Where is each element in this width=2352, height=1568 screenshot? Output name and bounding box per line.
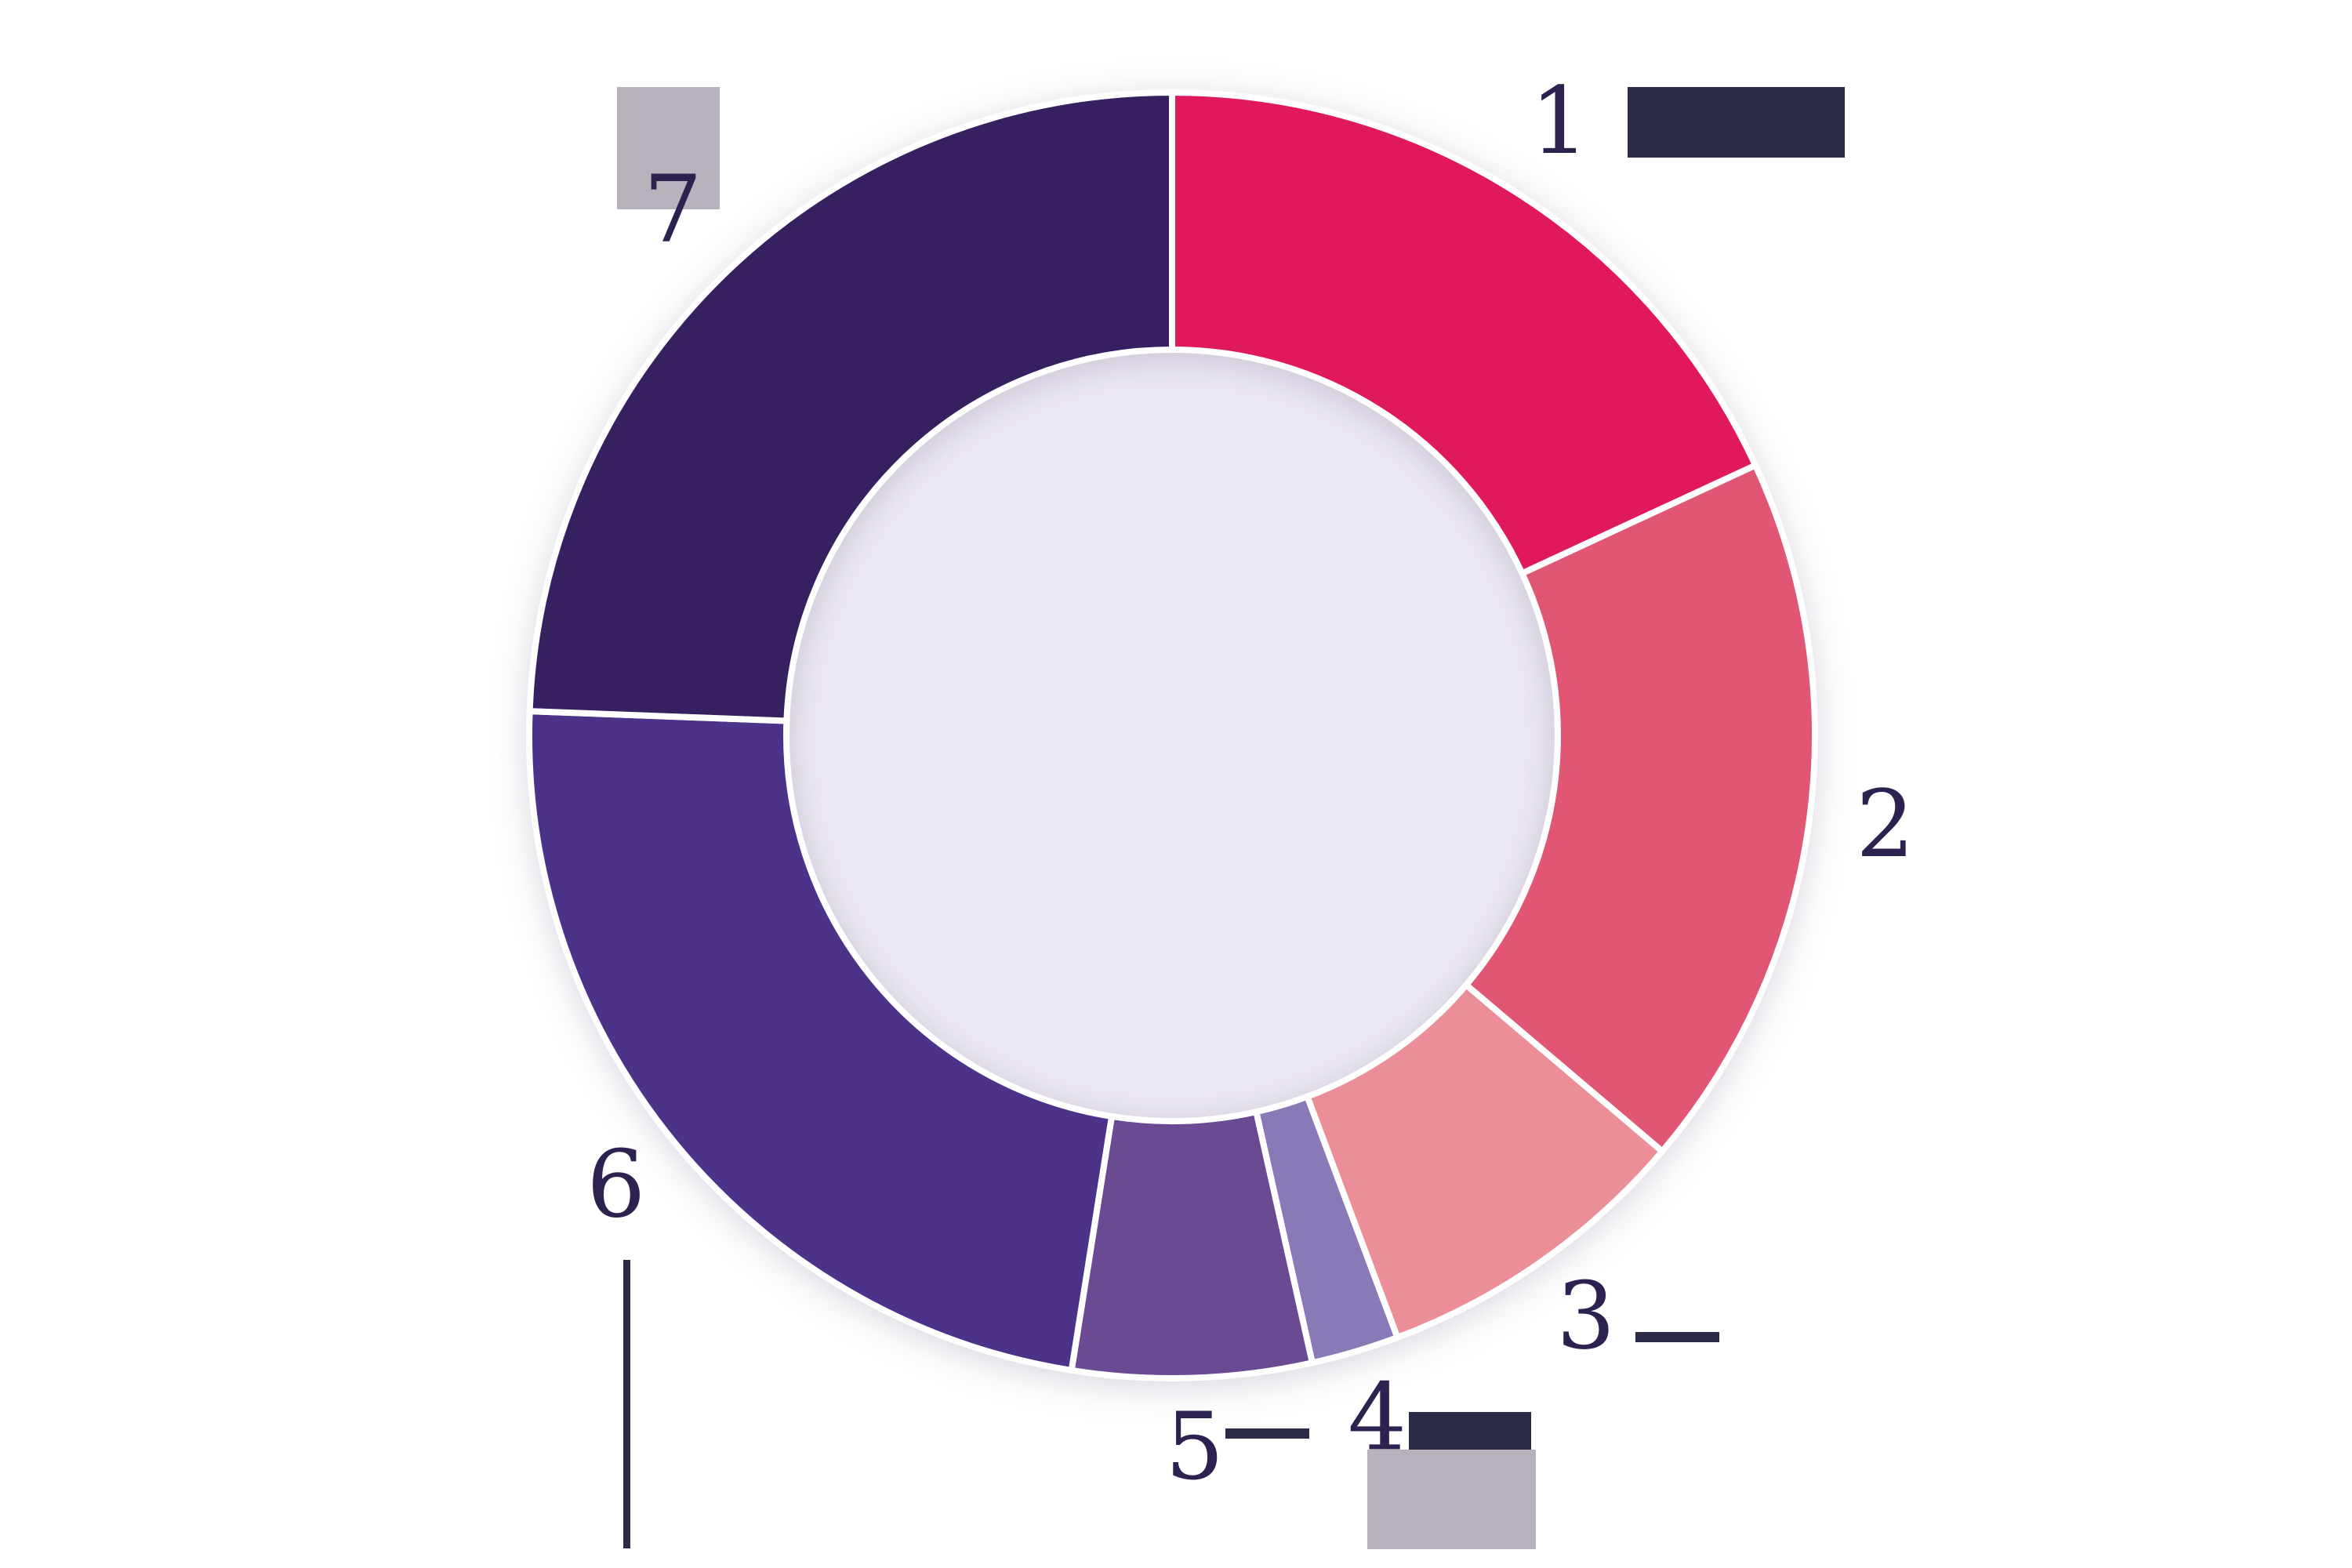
leader-line-label-3 <box>1635 1332 1719 1342</box>
donut-slice-6 <box>526 708 1116 1374</box>
leader-line-label-5 <box>1225 1428 1309 1439</box>
slice-label-2: 2 <box>1856 770 1915 878</box>
redaction-box-label-4 <box>1367 1450 1536 1549</box>
donut-slice-1 <box>1169 89 1759 577</box>
slice-label-6: 6 <box>586 1131 645 1239</box>
donut-hole <box>785 348 1559 1123</box>
slice-labels: 1 2 3 4 5 6 7 <box>586 67 1915 1501</box>
label-artifacts <box>617 87 1845 1549</box>
donut-slice-7 <box>526 89 1175 724</box>
leader-line-label-6 <box>623 1260 630 1548</box>
redaction-bar-label-1 <box>1628 87 1845 158</box>
slice-label-7: 7 <box>644 154 702 263</box>
slice-label-4: 4 <box>1348 1363 1406 1471</box>
slice-label-3: 3 <box>1556 1262 1615 1370</box>
slice-label-1: 1 <box>1530 67 1589 175</box>
redaction-box-label-7 <box>617 87 720 209</box>
donut-segments <box>526 89 1818 1381</box>
slice-label-5: 5 <box>1165 1392 1224 1501</box>
donut-slice-2 <box>1463 462 1818 1155</box>
